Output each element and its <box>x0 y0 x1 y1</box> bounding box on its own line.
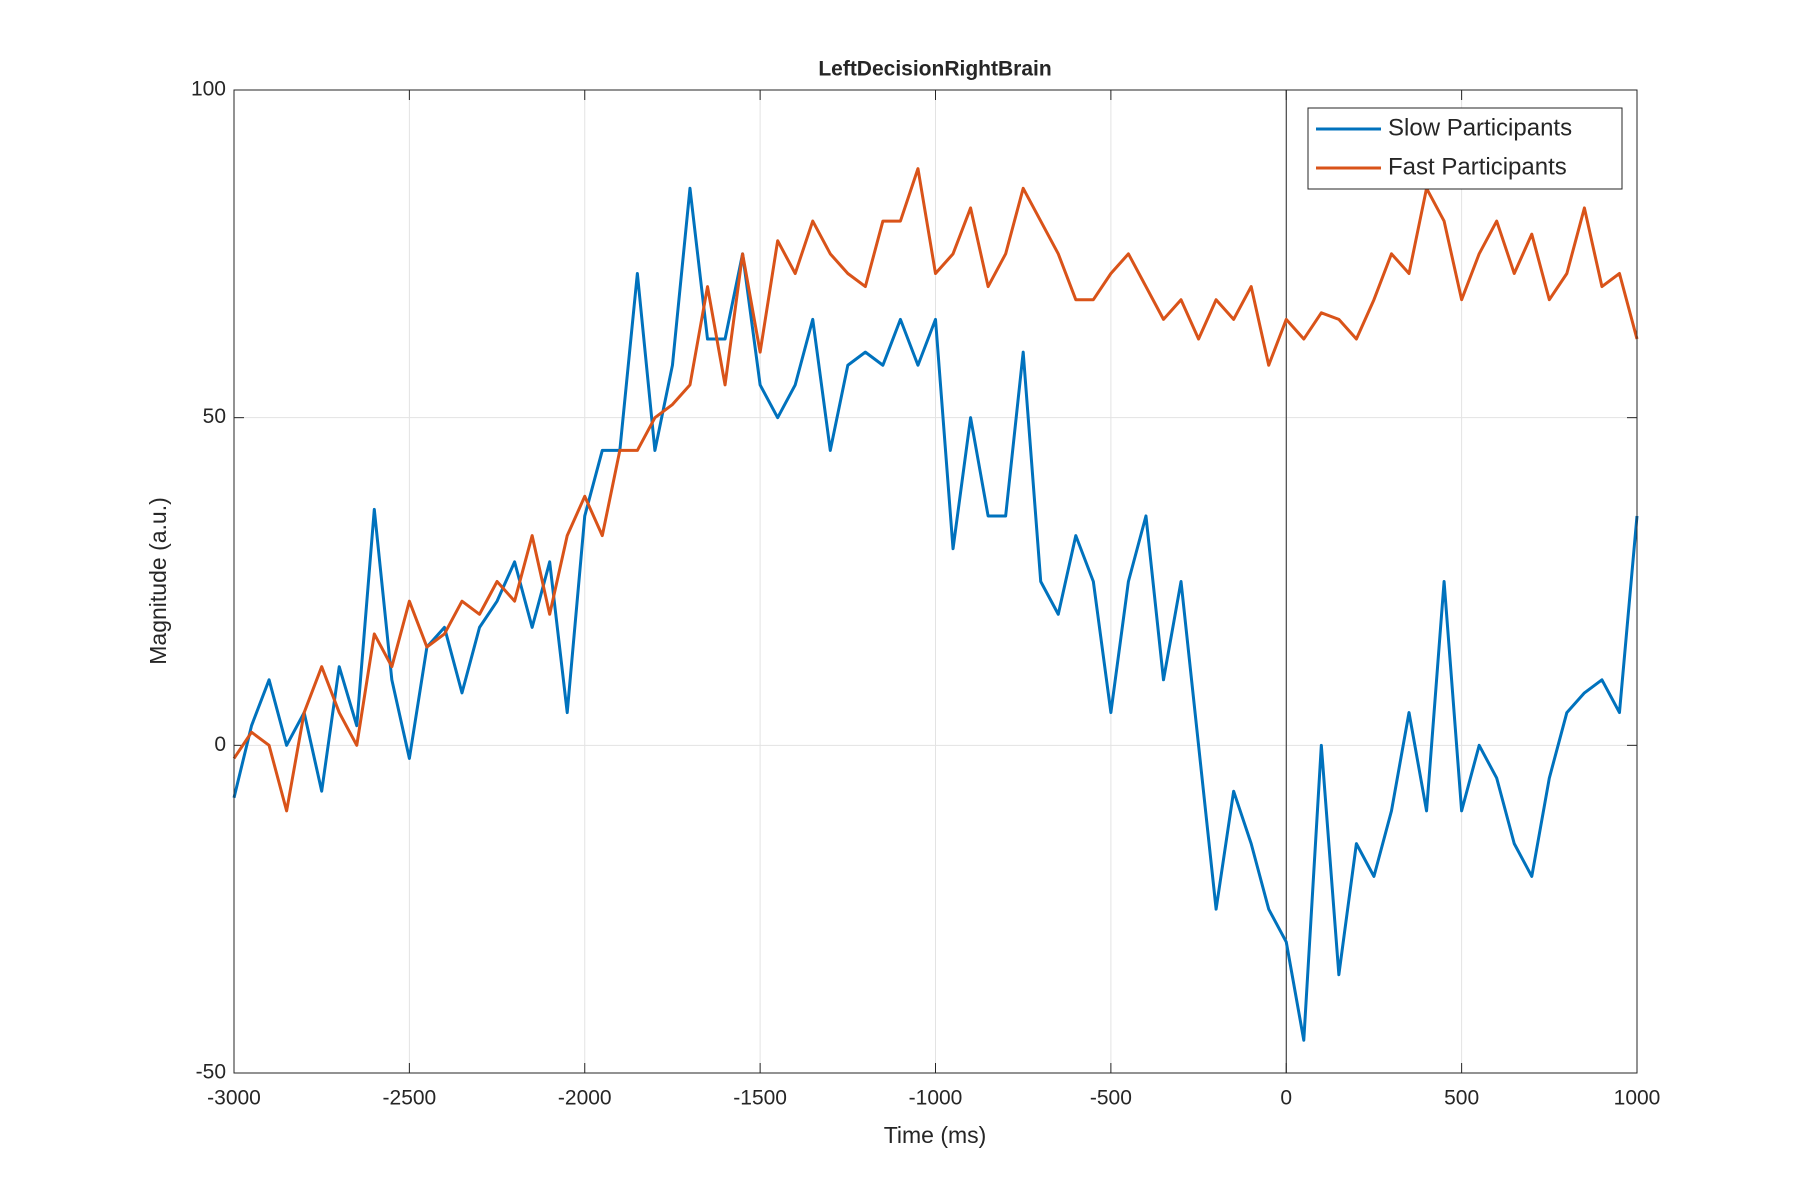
data-line <box>232 186 1639 1042</box>
x-tick-label: 500 <box>1444 1087 1479 1110</box>
legend-label: Fast Participants <box>1388 153 1567 180</box>
x-tick-label: -1500 <box>733 1087 787 1110</box>
x-tick-label: 0 <box>1280 1087 1292 1110</box>
y-tick-label: 100 <box>191 78 226 101</box>
x-tick-label: -3000 <box>207 1087 261 1110</box>
y-tick-label: 50 <box>203 405 226 428</box>
legend-label: Slow Participants <box>1388 114 1572 141</box>
chart-title: LeftDecisionRightBrain <box>818 58 1051 81</box>
x-tick-label: 1000 <box>1614 1087 1661 1110</box>
x-tick-label: -2500 <box>383 1087 437 1110</box>
y-tick-label: 0 <box>214 733 226 756</box>
data-line <box>232 167 1639 813</box>
x-tick-label: -2000 <box>558 1087 612 1110</box>
x-tick-label: -1000 <box>909 1087 963 1110</box>
legend-box <box>1307 107 1623 190</box>
x-axis-label: Time (ms) <box>884 1122 987 1148</box>
axes-box <box>233 89 1638 1074</box>
y-axis-label: Magnitude (a.u.) <box>145 497 171 664</box>
y-tick-label: -50 <box>196 1061 226 1084</box>
x-tick-label: -500 <box>1090 1087 1132 1110</box>
